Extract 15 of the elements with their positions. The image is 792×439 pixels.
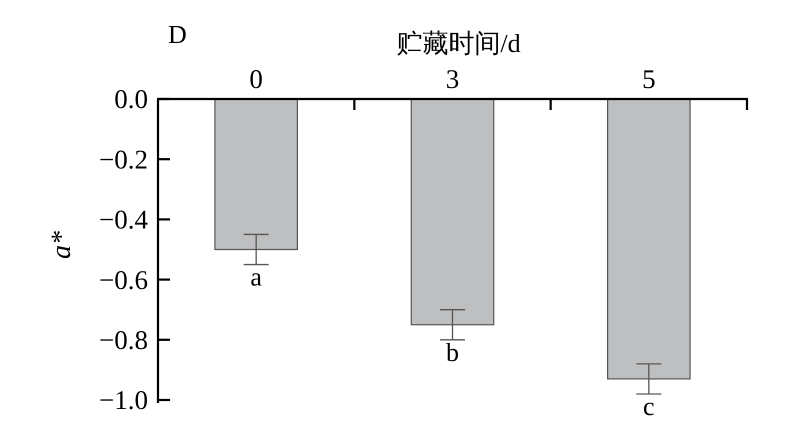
x-axis-title: 贮藏时间/d [396,29,521,58]
y-tick-label: −1.0 [99,385,148,416]
y-tick-label: −0.2 [99,144,148,174]
x-tick-label: 0 [249,64,263,94]
x-tick-label: 3 [446,64,460,94]
y-axis-title: a* [46,231,77,259]
y-tick-label: −0.8 [99,324,148,355]
y-tick-label: −0.6 [99,264,148,295]
chart-title: D [168,20,187,49]
y-tick-label: −0.4 [99,204,148,235]
annotation: a [250,262,262,292]
annotation: b [446,338,459,367]
y-tick-label: 0.0 [114,84,148,114]
x-tick-label: 5 [642,64,656,94]
annotation: c [643,392,655,421]
